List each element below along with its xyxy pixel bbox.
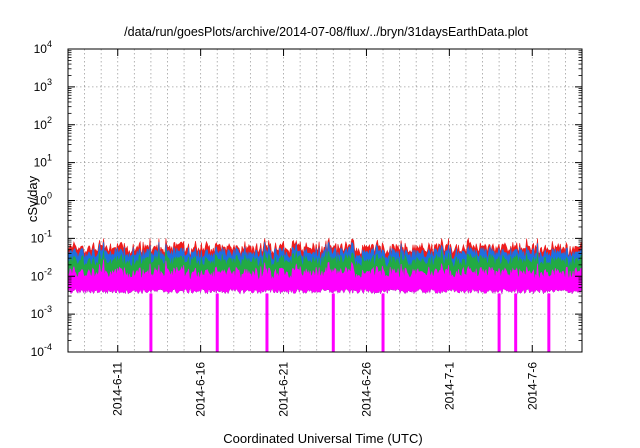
magenta-dropout bbox=[265, 293, 269, 352]
series-layer bbox=[67, 237, 583, 352]
x-tick-label: 2014-6-16 bbox=[194, 362, 208, 417]
axes: 10-410-310-210-11001011021031042014-6-11… bbox=[31, 39, 583, 417]
grid-lines bbox=[68, 49, 582, 352]
x-tick-label: 2014-6-11 bbox=[111, 362, 125, 416]
magenta-dropout bbox=[215, 293, 219, 352]
y-tick-label: 104 bbox=[34, 39, 52, 56]
magenta-dropout bbox=[514, 293, 518, 352]
y-tick-label: 102 bbox=[34, 115, 52, 132]
magenta-dropout bbox=[547, 293, 551, 352]
chart-title: /data/run/goesPlots/archive/2014-07-08/f… bbox=[124, 25, 528, 39]
x-axis-title: Coordinated Universal Time (UTC) bbox=[223, 431, 422, 446]
x-tick-label: 2014-6-26 bbox=[359, 362, 373, 417]
y-tick-label: 10-3 bbox=[31, 304, 52, 321]
y-tick-label: 103 bbox=[34, 77, 52, 94]
y-tick-label: 10-2 bbox=[31, 266, 52, 283]
y-tick-label: 10-4 bbox=[31, 342, 52, 359]
y-tick-label: 10-1 bbox=[31, 228, 52, 245]
x-tick-label: 2014-7-6 bbox=[525, 362, 539, 410]
magenta-dropout bbox=[381, 293, 385, 352]
magenta-dropout bbox=[331, 293, 335, 352]
plot-frame bbox=[67, 48, 583, 353]
magenta-dropout bbox=[497, 293, 501, 352]
y-tick-label: 101 bbox=[34, 153, 52, 170]
x-tick-label: 2014-6-21 bbox=[277, 362, 291, 417]
y-axis-title: cSv/day bbox=[25, 175, 40, 222]
x-tick-label: 2014-7-1 bbox=[442, 362, 456, 410]
magenta-dropout bbox=[149, 293, 153, 352]
